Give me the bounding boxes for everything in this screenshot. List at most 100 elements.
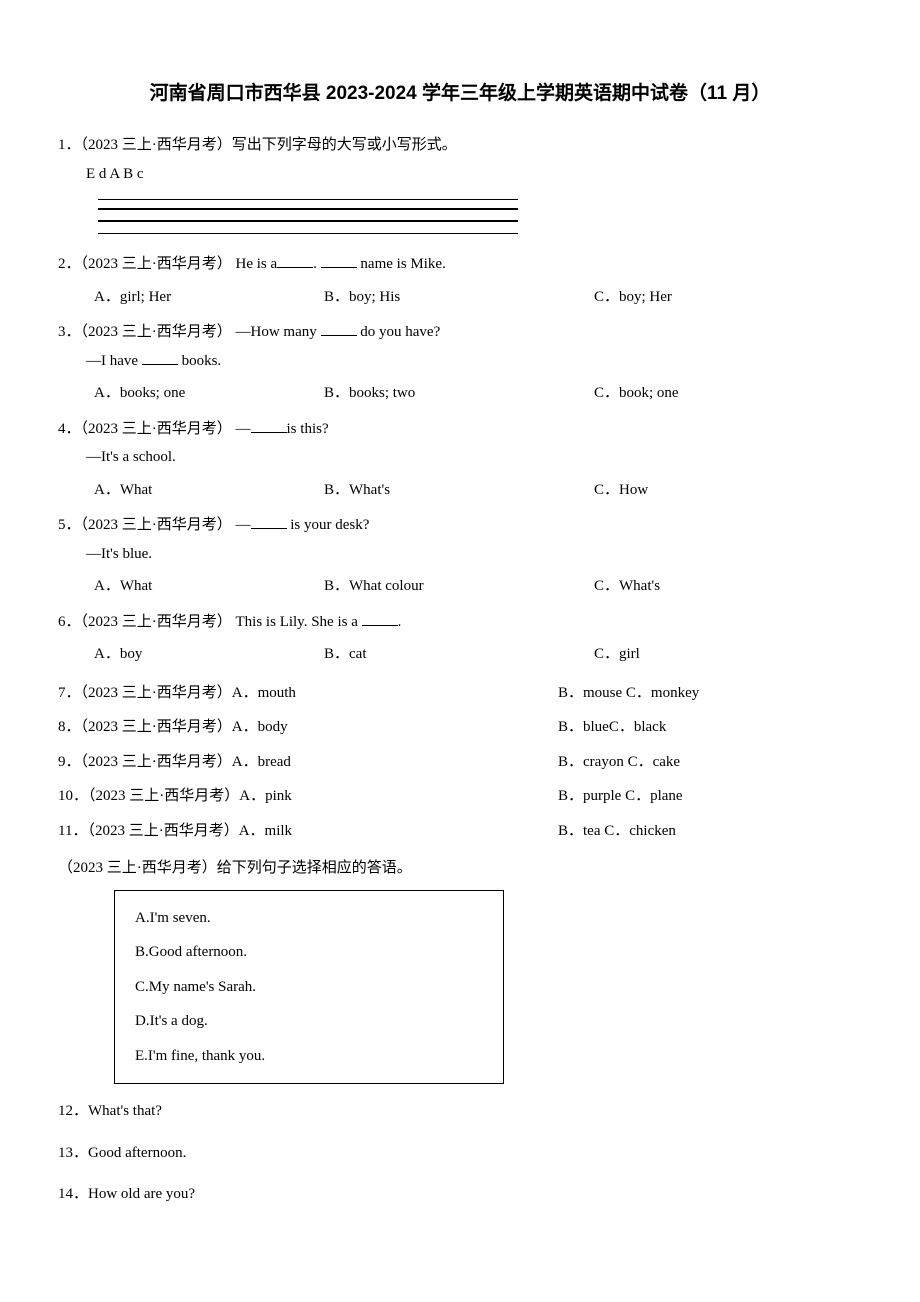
question-8: 8．（2023 三上·西华月考）A．body B．blueC．black	[58, 710, 862, 745]
blank	[321, 255, 357, 269]
q3-stem1-pre: —How many	[236, 324, 321, 340]
q4-stem1-post: is this?	[287, 421, 329, 437]
question-7: 7．（2023 三上·西华月考）A．mouth B．mouse C．monkey	[58, 676, 862, 711]
q10-tag: （2023 三上·西华月考）	[88, 788, 239, 804]
q4-stem2: —It's a school.	[58, 443, 862, 472]
match-tag: （2023 三上·西华月考）	[58, 860, 217, 876]
q14-num: 14．	[58, 1186, 88, 1202]
q4-opt-a[interactable]: A．What	[94, 476, 324, 505]
question-13: 13．Good afternoon.	[58, 1136, 862, 1171]
q5-opt-c[interactable]: C．What's	[594, 572, 862, 601]
q6-opt-b[interactable]: B．cat	[324, 640, 594, 669]
blank	[251, 516, 287, 530]
question-9: 9．（2023 三上·西华月考）A．bread B．crayon C．cake	[58, 745, 862, 780]
q3-opt-a[interactable]: A．books; one	[94, 379, 324, 408]
q7-tag: （2023 三上·西华月考）	[81, 685, 232, 701]
q9-rest[interactable]: B．crayon C．cake	[558, 745, 862, 780]
q12-text: What's that?	[88, 1103, 162, 1119]
q6-stem-pre: This is Lily. She is a	[236, 614, 362, 630]
q6-options: A．boy B．cat C．girl	[58, 640, 862, 669]
q8-rest[interactable]: B．blueC．black	[558, 710, 862, 745]
q10-num: 10．	[58, 788, 88, 804]
q1-text: 写出下列字母的大写或小写形式。	[232, 137, 457, 153]
q3-stem2-post: books.	[178, 353, 221, 369]
question-1: 1．（2023 三上·西华月考）写出下列字母的大写或小写形式。 E d A B …	[58, 131, 862, 234]
q14-text: How old are you?	[88, 1186, 195, 1202]
ans-b[interactable]: B.Good afternoon.	[135, 935, 483, 970]
blank	[321, 323, 357, 337]
q1-given: E d A B c	[58, 160, 862, 189]
q5-num: 5．	[58, 517, 81, 533]
q13-num: 13．	[58, 1145, 88, 1161]
q13-text: Good afternoon.	[88, 1145, 186, 1161]
q2-options: A．girl; Her B．boy; His C．boy; Her	[58, 283, 862, 312]
q11-num: 11．	[58, 823, 87, 839]
q3-stem2-pre: —I have	[86, 353, 142, 369]
q5-options: A．What B．What colour C．What's	[58, 572, 862, 601]
q5-stem2: —It's blue.	[58, 540, 862, 569]
q1-answer-lines	[98, 194, 518, 234]
q5-tag: （2023 三上·西华月考）	[81, 517, 232, 533]
q11-rest[interactable]: B．tea C．chicken	[558, 814, 862, 849]
blank	[277, 255, 313, 269]
ans-d[interactable]: D.It's a dog.	[135, 1004, 483, 1039]
match-intro: （2023 三上·西华月考）给下列句子选择相应的答语。	[58, 854, 862, 883]
q7-opt-a[interactable]: A．mouth	[232, 685, 296, 701]
question-11: 11．（2023 三上·西华月考）A．milk B．tea C．chicken	[58, 814, 862, 849]
ans-e[interactable]: E.I'm fine, thank you.	[135, 1039, 483, 1074]
question-6: 6．（2023 三上·西华月考） This is Lily. She is a …	[58, 608, 862, 669]
q2-opt-b[interactable]: B．boy; His	[324, 283, 594, 312]
answer-box: A.I'm seven. B.Good afternoon. C.My name…	[114, 890, 504, 1085]
q2-stem-pre: He is a	[236, 256, 278, 272]
q1-tag: （2023 三上·西华月考）	[81, 137, 232, 153]
q8-opt-a[interactable]: A．body	[232, 719, 288, 735]
q5-opt-b[interactable]: B．What colour	[324, 572, 594, 601]
q5-stem1-pre: —	[236, 517, 251, 533]
q7-num: 7．	[58, 685, 81, 701]
q7-rest[interactable]: B．mouse C．monkey	[558, 676, 862, 711]
q5-stem1-post: is your desk?	[287, 517, 370, 533]
question-4: 4．（2023 三上·西华月考） — is this? —It's a schoo…	[58, 415, 862, 505]
q6-num: 6．	[58, 614, 81, 630]
question-3: 3．（2023 三上·西华月考） —How many do you have? …	[58, 318, 862, 408]
q6-opt-c[interactable]: C．girl	[594, 640, 862, 669]
q8-tag: （2023 三上·西华月考）	[81, 719, 232, 735]
q2-tag: （2023 三上·西华月考）	[81, 256, 232, 272]
question-5: 5．（2023 三上·西华月考） — is your desk? —It's b…	[58, 511, 862, 601]
q3-opt-b[interactable]: B．books; two	[324, 379, 594, 408]
q5-opt-a[interactable]: A．What	[94, 572, 324, 601]
q10-opt-a[interactable]: A．pink	[239, 788, 292, 804]
ans-a[interactable]: A.I'm seven.	[135, 901, 483, 936]
q3-opt-c[interactable]: C．book; one	[594, 379, 862, 408]
q9-tag: （2023 三上·西华月考）	[81, 754, 232, 770]
q11-opt-a[interactable]: A．milk	[239, 823, 292, 839]
q4-options: A．What B．What's C．How	[58, 476, 862, 505]
ans-c[interactable]: C.My name's Sarah.	[135, 970, 483, 1005]
q4-opt-c[interactable]: C．How	[594, 476, 862, 505]
q2-stem-post: name is Mike.	[357, 256, 446, 272]
q2-opt-a[interactable]: A．girl; Her	[94, 283, 324, 312]
q4-opt-b[interactable]: B．What's	[324, 476, 594, 505]
q10-rest[interactable]: B．purple C．plane	[558, 779, 862, 814]
q4-tag: （2023 三上·西华月考）	[81, 421, 232, 437]
q3-tag: （2023 三上·西华月考）	[81, 324, 232, 340]
q8-num: 8．	[58, 719, 81, 735]
match-text: 给下列句子选择相应的答语。	[217, 860, 412, 876]
question-10: 10．（2023 三上·西华月考）A．pink B．purple C．plane	[58, 779, 862, 814]
q6-opt-a[interactable]: A．boy	[94, 640, 324, 669]
question-12: 12．What's that?	[58, 1094, 862, 1129]
q11-tag: （2023 三上·西华月考）	[87, 823, 238, 839]
question-14: 14．How old are you?	[58, 1177, 862, 1212]
q9-opt-a[interactable]: A．bread	[232, 754, 291, 770]
q2-opt-c[interactable]: C．boy; Her	[594, 283, 862, 312]
q1-num: 1．	[58, 137, 81, 153]
blank	[362, 612, 398, 626]
q4-stem1-pre: —	[236, 421, 251, 437]
q6-tag: （2023 三上·西华月考）	[81, 614, 232, 630]
q3-options: A．books; one B．books; two C．book; one	[58, 379, 862, 408]
q4-num: 4．	[58, 421, 81, 437]
q6-stem-post: .	[398, 614, 402, 630]
q12-num: 12．	[58, 1103, 88, 1119]
blank	[251, 419, 287, 433]
page: 河南省周口市西华县 2023-2024 学年三年级上学期英语期中试卷（11 月）…	[0, 0, 920, 1302]
